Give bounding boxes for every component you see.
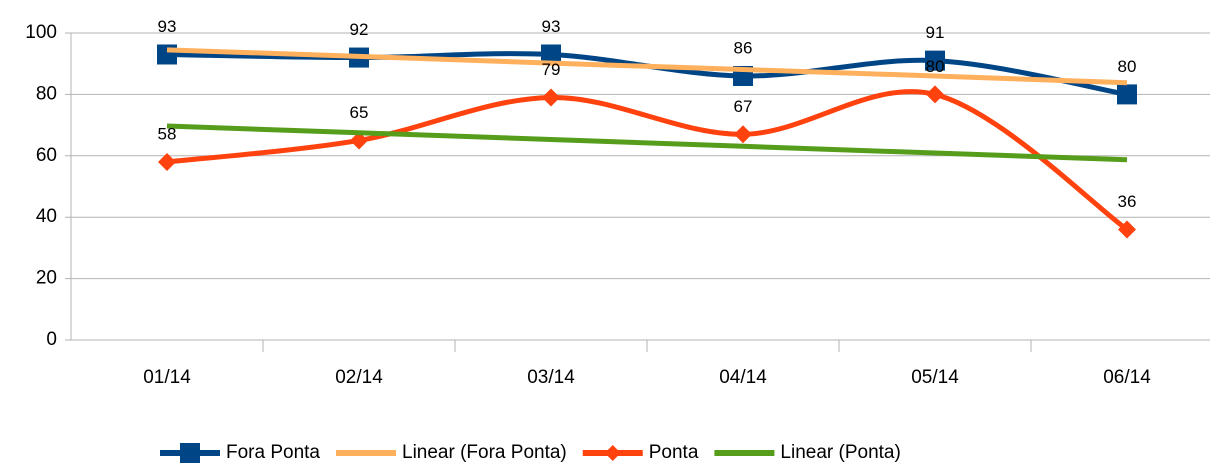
legend-label: Linear (Fora Ponta) <box>402 442 567 463</box>
x-tick-label: 05/14 <box>911 367 959 388</box>
marker <box>157 44 177 65</box>
data-label: 86 <box>734 38 753 57</box>
legend-marker <box>180 443 200 463</box>
marker <box>1117 84 1137 105</box>
data-label: 36 <box>1118 192 1137 211</box>
x-tick-label: 06/14 <box>1103 367 1151 388</box>
marker <box>1118 220 1136 239</box>
y-tick-label: 60 <box>36 145 57 166</box>
x-tick-label: 03/14 <box>527 367 575 388</box>
data-label: 91 <box>926 23 945 42</box>
series-line <box>166 47 1128 86</box>
data-label: 93 <box>542 17 561 36</box>
legend-label: Ponta <box>649 442 699 463</box>
series-line <box>166 123 1128 163</box>
data-label: 92 <box>350 20 369 39</box>
data-label: 65 <box>350 103 369 122</box>
y-tick-label: 40 <box>36 206 57 227</box>
data-label: 58 <box>158 124 177 143</box>
marker <box>541 44 561 65</box>
x-tick-label: 04/14 <box>719 367 767 388</box>
y-tick-label: 0 <box>46 329 57 350</box>
series-line <box>166 51 1128 97</box>
y-tick-label: 20 <box>36 268 57 289</box>
data-label: 80 <box>1118 57 1137 76</box>
marker <box>542 88 560 107</box>
marker <box>158 152 176 171</box>
marker <box>350 131 368 150</box>
legend: Fora Ponta Linear (Fora Ponta) Ponta Linear… <box>160 442 901 463</box>
data-label: 67 <box>734 97 753 116</box>
legend-label: Linear (Ponta) <box>780 442 900 463</box>
x-tick-label: 01/14 <box>143 367 191 388</box>
marker <box>734 125 752 144</box>
marker <box>925 50 945 71</box>
marker <box>926 85 944 104</box>
data-label: 80 <box>926 57 945 76</box>
data-label: 93 <box>158 17 177 36</box>
y-tick-label: 100 <box>25 22 57 43</box>
series-line <box>166 89 1129 232</box>
legend-label: Fora Ponta <box>226 442 320 463</box>
y-tick-label: 80 <box>36 83 57 104</box>
data-label: 79 <box>542 60 561 79</box>
legend-marker <box>604 445 621 461</box>
x-tick-label: 02/14 <box>335 367 383 388</box>
